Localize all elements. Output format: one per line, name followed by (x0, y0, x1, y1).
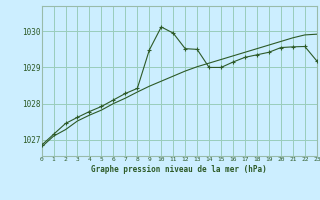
X-axis label: Graphe pression niveau de la mer (hPa): Graphe pression niveau de la mer (hPa) (91, 165, 267, 174)
